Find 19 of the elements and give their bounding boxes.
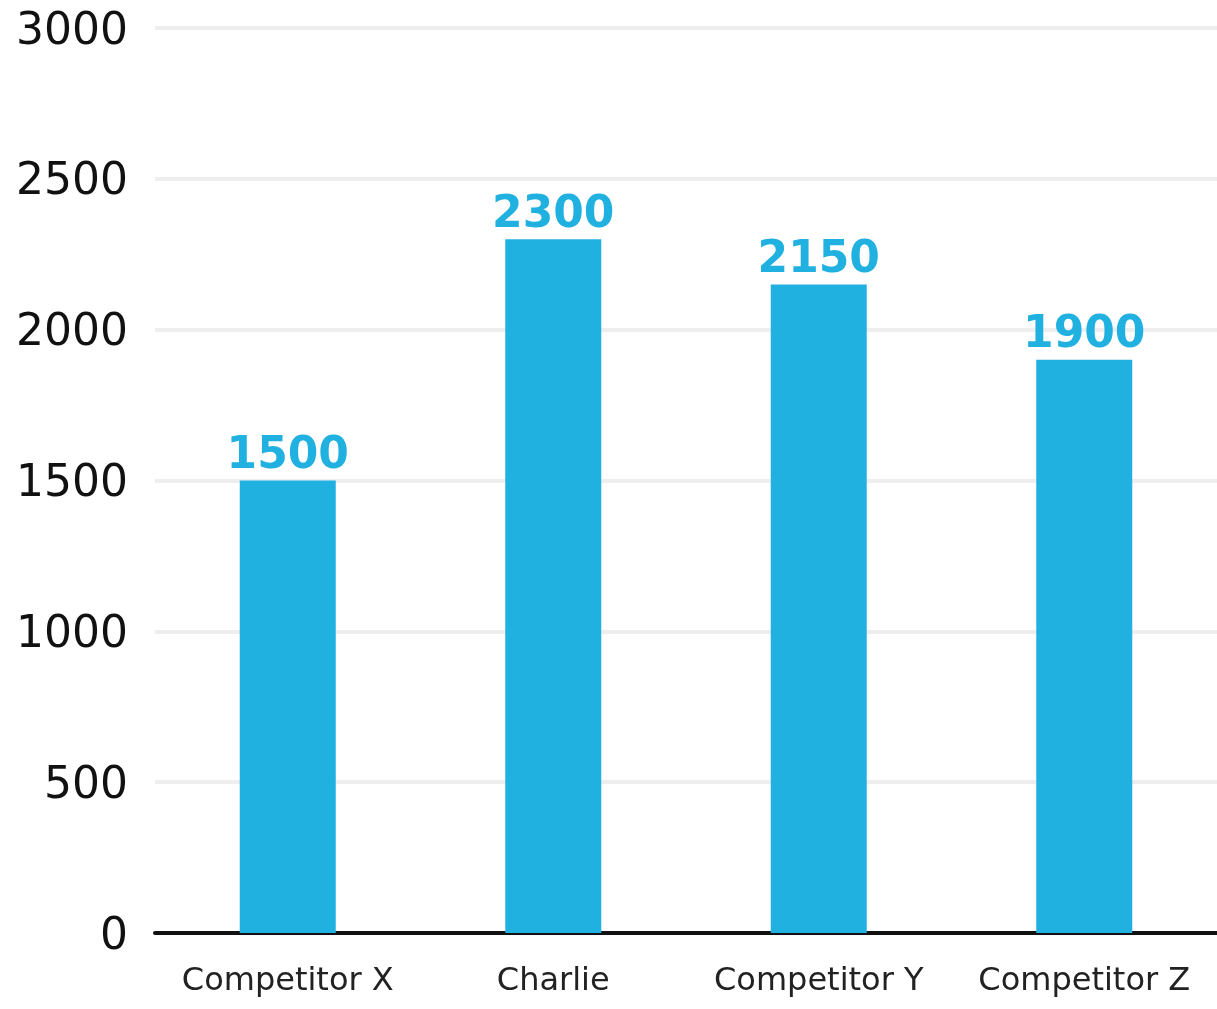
bar bbox=[505, 239, 602, 933]
data-label: 1900 bbox=[1023, 306, 1146, 358]
data-label: 1500 bbox=[226, 427, 349, 478]
x-tick-label: Competitor X bbox=[181, 960, 394, 998]
y-tick-label: 3000 bbox=[16, 2, 128, 54]
y-tick-label: 1000 bbox=[16, 605, 128, 657]
x-tick-label: Competitor Z bbox=[978, 960, 1191, 998]
data-label: 2150 bbox=[757, 230, 880, 282]
data-label: 2300 bbox=[492, 185, 615, 237]
y-tick-label: 2500 bbox=[16, 153, 128, 205]
x-tick-label: Competitor Y bbox=[713, 960, 924, 998]
bar bbox=[770, 284, 867, 933]
bar bbox=[239, 480, 336, 933]
y-tick-label: 0 bbox=[100, 907, 128, 959]
y-tick-label: 2000 bbox=[16, 304, 128, 356]
x-tick-label: Charlie bbox=[496, 960, 610, 998]
y-tick-label: 500 bbox=[44, 756, 128, 808]
bar bbox=[1036, 359, 1133, 933]
y-tick-label: 1500 bbox=[16, 455, 128, 506]
